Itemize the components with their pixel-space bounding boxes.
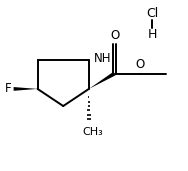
- Text: O: O: [110, 29, 119, 42]
- Polygon shape: [89, 72, 116, 89]
- Text: O: O: [136, 58, 145, 71]
- Text: NH: NH: [94, 52, 111, 65]
- Text: Cl: Cl: [146, 7, 158, 20]
- Text: H: H: [147, 28, 157, 41]
- Polygon shape: [14, 87, 38, 91]
- Text: F: F: [5, 82, 12, 95]
- Text: CH₃: CH₃: [82, 127, 103, 136]
